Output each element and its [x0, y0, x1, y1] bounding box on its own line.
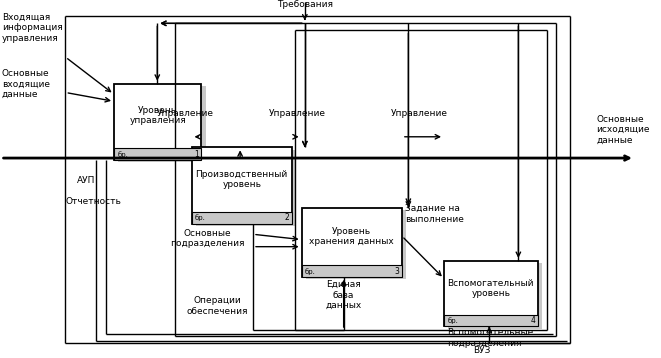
Text: Основные
исходящие
данные: Основные исходящие данные: [596, 115, 650, 145]
Text: бр.: бр.: [447, 317, 458, 324]
Bar: [192, 212, 292, 224]
Bar: [448, 263, 542, 329]
Text: Управление: Управление: [157, 109, 214, 118]
Text: Единая
база
данных: Единая база данных: [325, 280, 362, 310]
Text: 2: 2: [284, 213, 290, 222]
Bar: [196, 150, 296, 226]
Text: Уровень
управления: Уровень управления: [130, 106, 186, 125]
Text: АУП: АУП: [77, 176, 95, 185]
Text: 1: 1: [194, 150, 199, 159]
Bar: [192, 147, 292, 224]
Text: Основные
подразделения: Основные подразделения: [171, 229, 245, 248]
Text: Вспомогательный
уровень: Вспомогательный уровень: [447, 279, 534, 298]
Text: бр.: бр.: [117, 151, 128, 158]
Bar: [114, 84, 202, 160]
Text: бр.: бр.: [195, 214, 206, 221]
Bar: [301, 208, 402, 277]
Text: Вспомогательные
подразделения: Вспомогательные подразделения: [447, 328, 533, 348]
Text: Отчетность: Отчетность: [65, 197, 121, 206]
Bar: [114, 149, 202, 160]
Text: Операции
обеспечения: Операции обеспечения: [186, 296, 249, 316]
Text: Управление: Управление: [391, 109, 448, 118]
Bar: [444, 315, 538, 326]
Text: Основные
входящие
данные: Основные входящие данные: [2, 69, 50, 99]
Text: бр.: бр.: [305, 268, 316, 275]
Bar: [306, 210, 407, 279]
Text: Входящая
информация
управления: Входящая информация управления: [2, 13, 63, 43]
Text: 3: 3: [395, 267, 399, 276]
Bar: [118, 86, 206, 162]
Text: Требования: Требования: [277, 0, 333, 9]
Bar: [444, 261, 538, 326]
Text: Производственный
уровень: Производственный уровень: [196, 170, 288, 189]
Bar: [301, 266, 402, 277]
Text: 4: 4: [530, 316, 535, 325]
Text: ВУЗ: ВУЗ: [473, 346, 490, 355]
Text: Задание на
выполнение: Задание на выполнение: [405, 204, 464, 223]
Text: Уровень
хранения данных: Уровень хранения данных: [309, 227, 394, 246]
Text: Управление: Управление: [269, 109, 327, 118]
